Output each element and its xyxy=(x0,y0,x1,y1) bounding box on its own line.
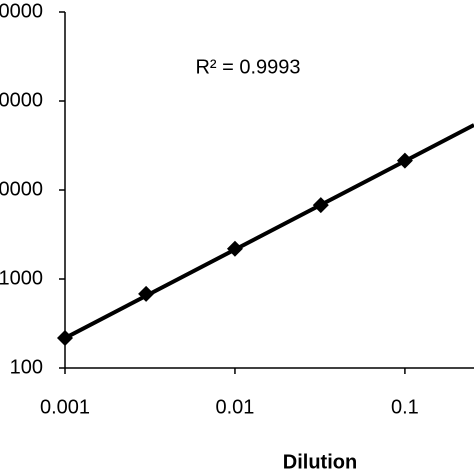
point xyxy=(312,197,329,214)
point xyxy=(138,285,155,302)
annotation: R² = 0.9993 xyxy=(195,56,300,78)
x-tick-label: 0.01 xyxy=(215,396,254,418)
trendline xyxy=(64,123,474,340)
y-tick-label: 1000 xyxy=(0,267,43,289)
x-tick-label: 0.001 xyxy=(40,396,90,418)
point xyxy=(226,240,243,257)
x-tick-label: 0.1 xyxy=(391,396,419,418)
point xyxy=(396,152,413,169)
x-axis-label: Dilution xyxy=(283,451,357,473)
y-tick-label: 100 xyxy=(10,356,43,378)
point xyxy=(57,330,73,347)
